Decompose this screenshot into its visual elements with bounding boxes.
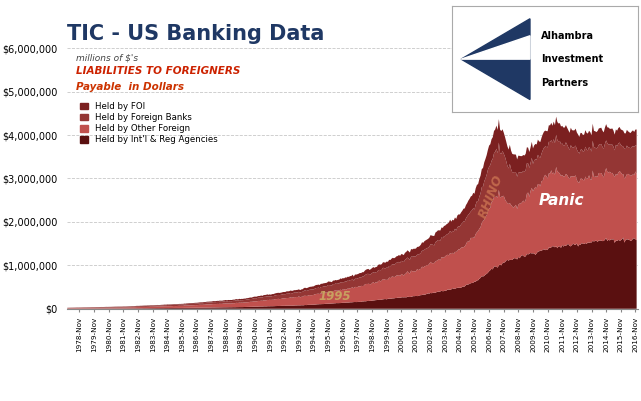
Text: May 2011: May 2011	[519, 67, 567, 84]
Polygon shape	[461, 19, 530, 99]
Text: 1995: 1995	[319, 290, 351, 303]
Text: Partners: Partners	[541, 77, 588, 87]
Text: LIABILITIES TO FOREIGNERS: LIABILITIES TO FOREIGNERS	[76, 66, 240, 76]
Text: TIC - US Banking Data: TIC - US Banking Data	[67, 24, 325, 44]
Legend: Held by FOI, Held by Foreign Banks, Held by Other Foreign, Held by Int'l & Reg A: Held by FOI, Held by Foreign Banks, Held…	[80, 102, 217, 144]
Text: Alhambra: Alhambra	[541, 31, 594, 41]
Text: Investment: Investment	[541, 54, 603, 64]
Text: millions of $'s: millions of $'s	[76, 53, 138, 62]
Text: Bear Stearns: Bear Stearns	[484, 86, 547, 102]
Text: Panic: Panic	[538, 192, 584, 207]
Text: Payable  in Dollars: Payable in Dollars	[76, 82, 184, 92]
Polygon shape	[461, 36, 530, 59]
Text: RHINO: RHINO	[477, 173, 506, 221]
